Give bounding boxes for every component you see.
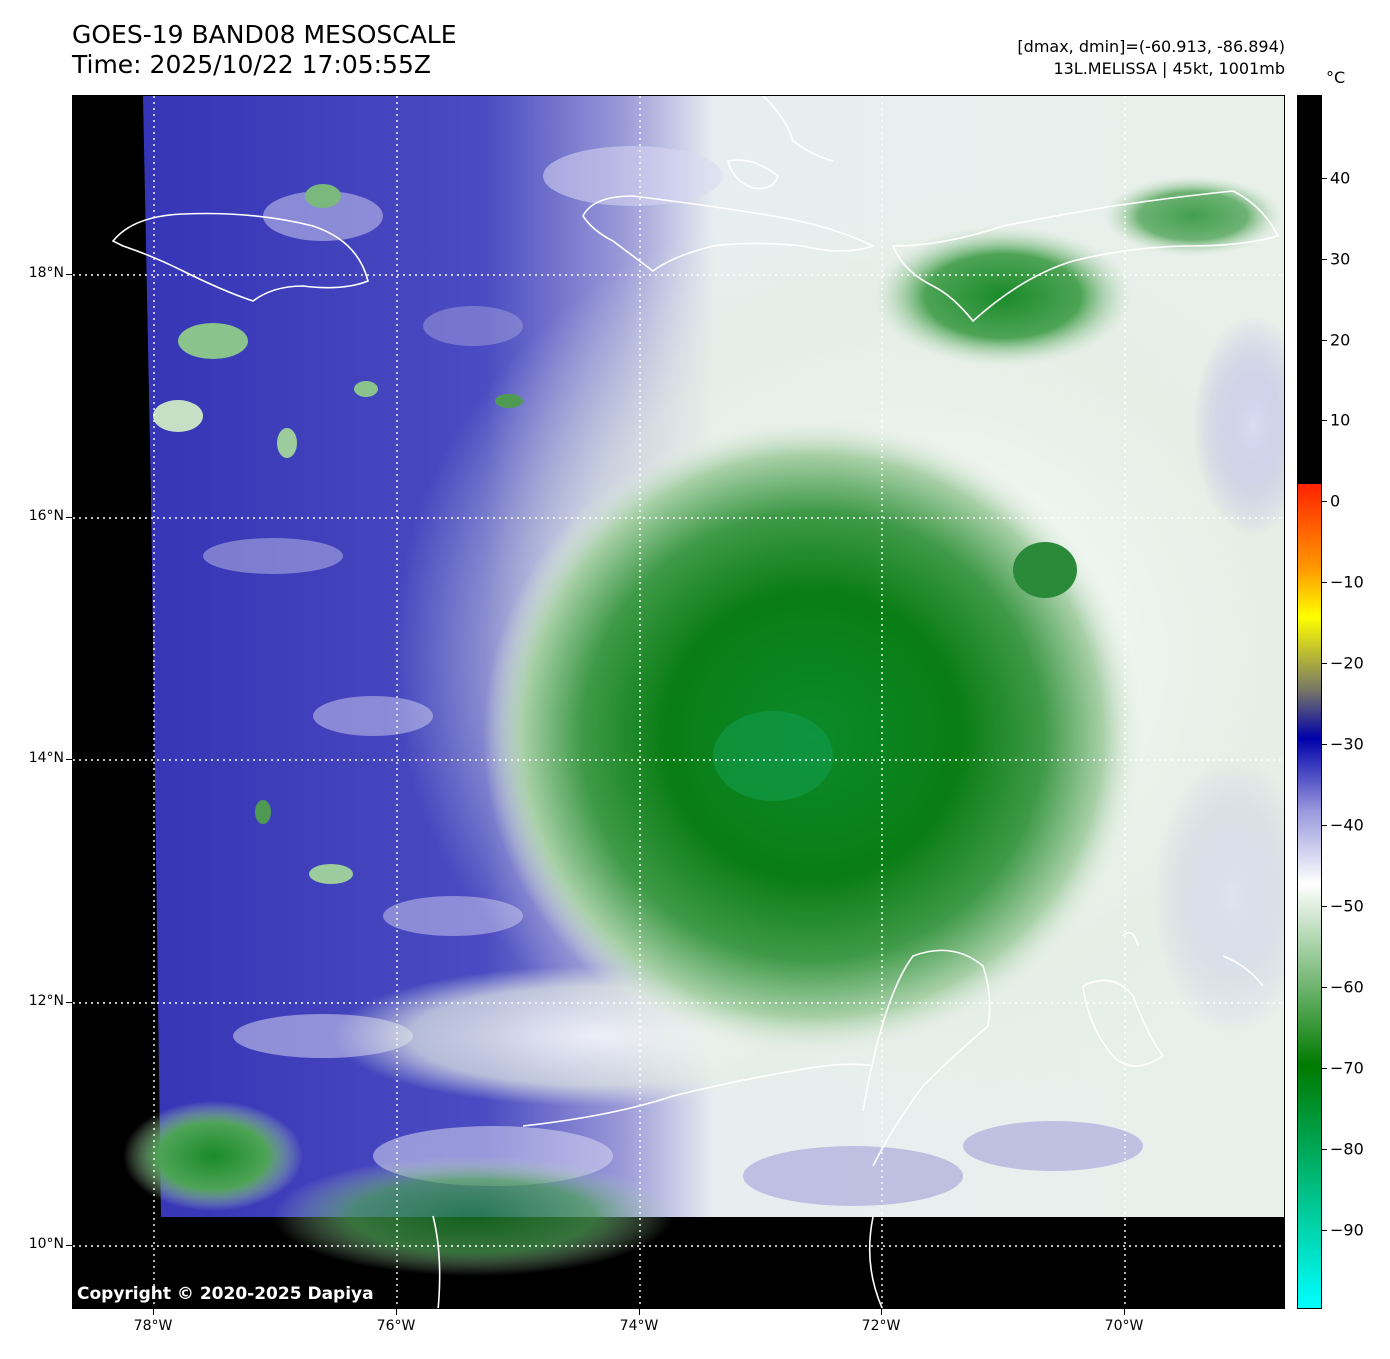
colorbar-mark-10: [1322, 420, 1327, 421]
colorbar-tick-minus50: −50: [1330, 896, 1364, 916]
coast-maracaibo-south: [868, 1216, 884, 1308]
info-storm: 13L.MELISSA | 45kt, 1001mb: [1053, 59, 1285, 78]
coast-aruba: [1122, 931, 1139, 947]
convection-far-ne: [1103, 176, 1283, 256]
graticule: [73, 96, 1284, 1308]
title-time: Time: 2025/10/22 17:05:55Z: [72, 50, 431, 79]
colorbar-mark-20: [1322, 340, 1327, 341]
colorbar-tick-minus30: −30: [1330, 734, 1364, 754]
colorbar-tick-minus60: −60: [1330, 977, 1364, 997]
colorbar-tick-10: 10: [1330, 410, 1351, 430]
coast-guajira: [862, 949, 991, 1167]
colorbar-tick-minus90: −90: [1330, 1220, 1364, 1240]
colorbar-mark-minus80: [1322, 1149, 1327, 1150]
coastlines: [111, 96, 1280, 1308]
isolated-cell: [1013, 542, 1077, 598]
convection-south: [273, 1156, 673, 1276]
lon-tick-76W: [396, 1309, 397, 1315]
title-product: GOES-19 BAND08 MESOSCALE: [72, 20, 457, 49]
convection-sw: [123, 1101, 303, 1211]
colorbar-tick-minus10: −10: [1330, 572, 1364, 592]
info-dmax-dmin: [dmax, dmin]=(-60.913, -86.894): [1017, 37, 1285, 56]
colorbar-mark-30: [1322, 259, 1327, 260]
coast-haiti: [582, 195, 876, 272]
lat-tick-18N: [66, 274, 72, 275]
colorbar-tick-20: 20: [1330, 330, 1351, 350]
colorbar-mark-minus60: [1322, 987, 1327, 988]
lon-label-70W: 70°W: [1104, 1318, 1144, 1334]
coast-curacao: [1222, 955, 1264, 987]
colorbar-mark-0: [1322, 501, 1327, 502]
lat-label-10N: 10°N: [28, 1236, 64, 1252]
colorbar-mark-40: [1322, 178, 1327, 179]
lat-label-12N: 12°N: [28, 993, 64, 1009]
lat-tick-14N: [66, 759, 72, 760]
coast-paraguana: [1082, 979, 1165, 1067]
lat-label-14N: 14°N: [28, 750, 64, 766]
small-cells: [153, 184, 523, 884]
colorbar-tick-30: 30: [1330, 249, 1351, 269]
lon-label-72W: 72°W: [861, 1318, 901, 1334]
colorbar: [1297, 95, 1322, 1309]
coast-dominican-republic: [891, 190, 1280, 323]
lat-label-18N: 18°N: [28, 265, 64, 281]
coast-tortuga: [727, 159, 779, 190]
coast-jamaica: [111, 212, 369, 302]
colorbar-unit: °C: [1326, 68, 1346, 87]
colorbar-mark-minus40: [1322, 825, 1327, 826]
coast-west-river: [432, 1215, 441, 1308]
lon-tick-72W: [881, 1309, 882, 1315]
lat-tick-12N: [66, 1002, 72, 1003]
copyright-text: Copyright © 2020-2025 Dapiya: [77, 1284, 374, 1304]
colorbar-mark-minus90: [1322, 1230, 1327, 1231]
colorbar-tick-minus70: −70: [1330, 1058, 1364, 1078]
colorbar-mark-minus50: [1322, 906, 1327, 907]
lat-tick-16N: [66, 517, 72, 518]
satellite-image: [72, 95, 1285, 1309]
colorbar-tick-minus40: −40: [1330, 815, 1364, 835]
colorbar-tick-40: 40: [1330, 168, 1351, 188]
coast-cuba: [762, 96, 834, 162]
lat-tick-10N: [66, 1245, 72, 1246]
lon-label-78W: 78°W: [133, 1318, 173, 1334]
colorbar-mark-minus70: [1322, 1068, 1327, 1069]
lavender-se: [1153, 756, 1284, 1036]
lon-tick-70W: [1124, 1309, 1125, 1315]
colorbar-mark-minus20: [1322, 663, 1327, 664]
colorbar-tick-minus80: −80: [1330, 1139, 1364, 1159]
satellite-imagery-svg: [73, 96, 1284, 1308]
lon-label-74W: 74°W: [619, 1318, 659, 1334]
cold-cloud-tops: [713, 711, 833, 801]
lavender-east: [1193, 316, 1284, 536]
colorbar-mark-minus30: [1322, 744, 1327, 745]
lon-label-76W: 76°W: [376, 1318, 416, 1334]
lon-tick-74W: [639, 1309, 640, 1315]
colorbar-mark-minus10: [1322, 582, 1327, 583]
lat-label-16N: 16°N: [28, 508, 64, 524]
colorbar-tick-minus20: −20: [1330, 653, 1364, 673]
colorbar-tick-0: 0: [1330, 491, 1341, 511]
lon-tick-78W: [153, 1309, 154, 1315]
coast-colombia-north: [522, 1063, 874, 1127]
